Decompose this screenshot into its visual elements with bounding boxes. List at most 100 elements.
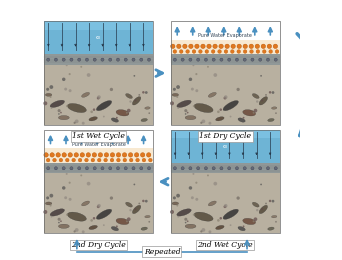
Circle shape — [134, 208, 136, 210]
Circle shape — [132, 167, 135, 170]
Circle shape — [66, 214, 68, 216]
Circle shape — [200, 122, 202, 124]
Circle shape — [274, 58, 277, 61]
Bar — [44, 55, 153, 65]
Circle shape — [50, 153, 54, 157]
Circle shape — [97, 204, 101, 207]
Circle shape — [142, 158, 146, 162]
Circle shape — [64, 196, 67, 199]
Ellipse shape — [111, 226, 119, 231]
Circle shape — [62, 58, 65, 61]
Ellipse shape — [177, 209, 191, 216]
Circle shape — [192, 50, 196, 53]
Circle shape — [256, 209, 259, 211]
Circle shape — [110, 196, 113, 200]
Circle shape — [212, 58, 215, 61]
Circle shape — [236, 196, 240, 200]
Circle shape — [229, 224, 232, 226]
Circle shape — [117, 158, 120, 162]
Circle shape — [212, 167, 215, 170]
Circle shape — [191, 88, 194, 90]
Circle shape — [201, 228, 205, 232]
Circle shape — [97, 95, 101, 99]
Circle shape — [220, 167, 223, 170]
Circle shape — [189, 186, 192, 190]
Circle shape — [173, 50, 177, 53]
Ellipse shape — [145, 107, 150, 109]
Circle shape — [78, 158, 82, 162]
Circle shape — [93, 58, 96, 61]
Circle shape — [74, 122, 76, 124]
Circle shape — [142, 200, 145, 202]
Circle shape — [93, 217, 95, 219]
Circle shape — [243, 225, 245, 227]
Circle shape — [140, 58, 143, 61]
Circle shape — [211, 50, 215, 53]
Circle shape — [181, 58, 184, 61]
Circle shape — [103, 224, 105, 226]
Circle shape — [274, 167, 277, 170]
Circle shape — [197, 58, 200, 61]
Circle shape — [104, 153, 109, 157]
Bar — [171, 55, 280, 65]
Circle shape — [243, 58, 246, 61]
Circle shape — [101, 58, 104, 61]
Circle shape — [205, 50, 209, 53]
Circle shape — [220, 58, 223, 61]
Circle shape — [75, 228, 79, 232]
Circle shape — [260, 184, 262, 185]
Circle shape — [136, 158, 140, 162]
Circle shape — [97, 205, 100, 208]
Circle shape — [147, 58, 150, 61]
Ellipse shape — [252, 202, 259, 207]
Circle shape — [148, 112, 150, 114]
Circle shape — [69, 198, 71, 201]
Circle shape — [173, 58, 176, 61]
Circle shape — [148, 221, 150, 223]
Circle shape — [109, 167, 112, 170]
Circle shape — [66, 64, 68, 66]
Ellipse shape — [81, 92, 90, 97]
Circle shape — [50, 96, 52, 98]
Circle shape — [231, 44, 235, 49]
Circle shape — [139, 203, 140, 204]
Circle shape — [65, 158, 69, 162]
Circle shape — [129, 209, 132, 211]
Circle shape — [50, 194, 53, 198]
Circle shape — [183, 44, 187, 49]
Circle shape — [235, 58, 238, 61]
Circle shape — [217, 219, 220, 222]
Circle shape — [46, 196, 49, 199]
Circle shape — [57, 109, 61, 112]
Ellipse shape — [172, 202, 179, 205]
Circle shape — [208, 230, 211, 233]
Circle shape — [68, 153, 73, 157]
Ellipse shape — [268, 119, 274, 122]
Circle shape — [176, 205, 178, 206]
Circle shape — [62, 77, 65, 81]
Circle shape — [236, 88, 240, 91]
Circle shape — [224, 50, 228, 53]
Bar — [44, 148, 153, 163]
Bar — [44, 173, 153, 233]
Circle shape — [201, 119, 205, 123]
Circle shape — [275, 221, 277, 223]
Circle shape — [189, 167, 192, 170]
Circle shape — [177, 107, 179, 109]
Circle shape — [60, 220, 62, 222]
Circle shape — [148, 158, 152, 162]
Ellipse shape — [216, 225, 224, 230]
Circle shape — [255, 44, 260, 49]
Ellipse shape — [45, 202, 52, 205]
Circle shape — [116, 153, 121, 157]
Circle shape — [87, 182, 91, 186]
Circle shape — [193, 64, 194, 66]
Circle shape — [199, 50, 202, 53]
Ellipse shape — [116, 110, 129, 116]
Circle shape — [93, 108, 95, 111]
Circle shape — [78, 58, 81, 61]
Ellipse shape — [223, 101, 238, 111]
Text: 1st Wet Cycle: 1st Wet Cycle — [72, 132, 125, 140]
Bar — [171, 163, 280, 173]
Circle shape — [185, 222, 186, 223]
